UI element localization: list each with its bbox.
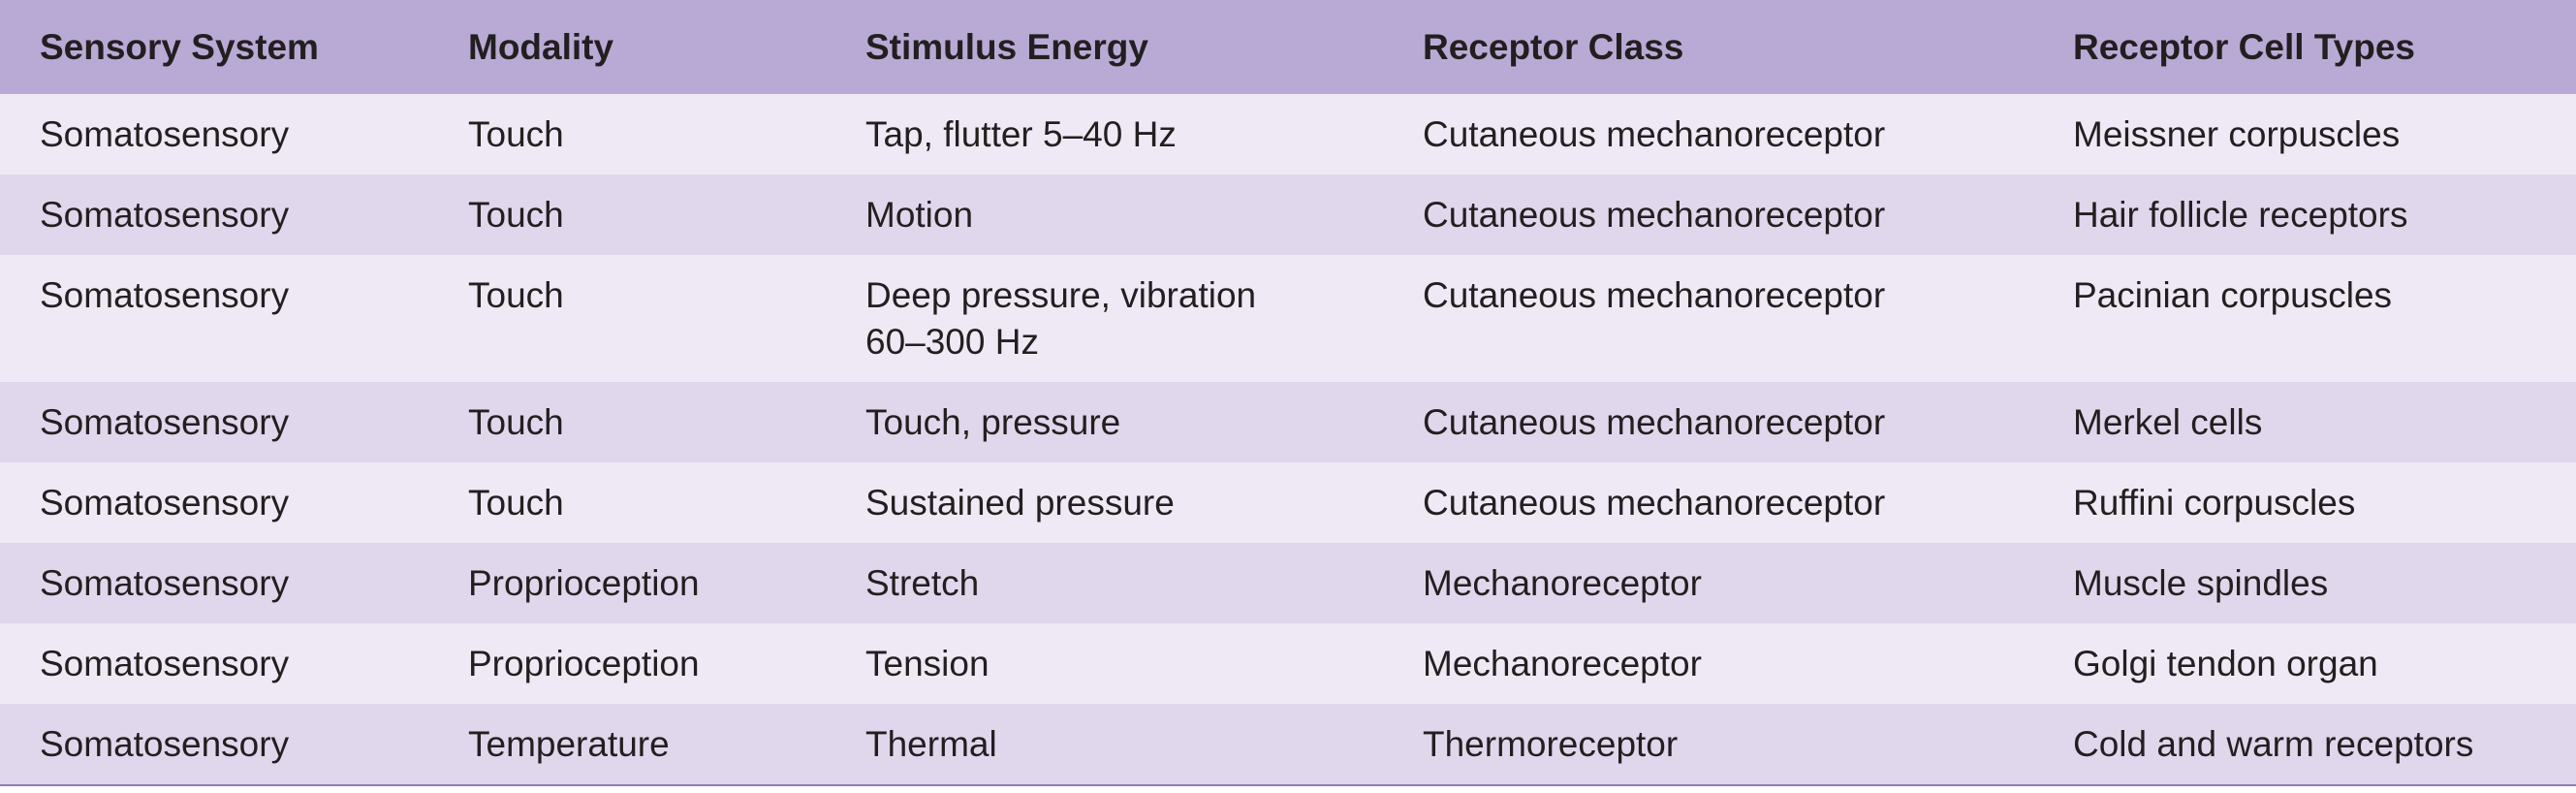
table-cell: Somatosensory xyxy=(0,462,428,543)
column-header: Modality xyxy=(428,0,826,94)
table-cell: Muscle spindles xyxy=(2033,543,2576,623)
table-cell: Ruffini corpuscles xyxy=(2033,462,2576,543)
table-cell: Somatosensory xyxy=(0,543,428,623)
table-cell: Deep pressure, vibration 60–300 Hz xyxy=(826,255,1383,382)
column-header: Stimulus Energy xyxy=(826,0,1383,94)
table-cell: Mechanoreceptor xyxy=(1383,623,2033,704)
table-row: Somatosensory Temperature Thermal Thermorec… xyxy=(0,704,2576,785)
table-cell: Touch xyxy=(428,174,826,255)
table-cell: Cutaneous mechanoreceptor xyxy=(1383,174,2033,255)
table-cell: Hair follicle receptors xyxy=(2033,174,2576,255)
table-cell: Touch xyxy=(428,382,826,462)
table-cell: Cold and warm receptors xyxy=(2033,704,2576,785)
table-cell: Thermal xyxy=(826,704,1383,785)
table-row: Somatosensory Proprioception Tension Mechan… xyxy=(0,623,2576,704)
column-header: Receptor Class xyxy=(1383,0,2033,94)
table-cell: Touch xyxy=(428,255,826,382)
table-cell: Mechanoreceptor xyxy=(1383,543,2033,623)
table-cell: Touch, pressure xyxy=(826,382,1383,462)
table-body: Somatosensory Touch Tap, flutter 5–40 Hz Cu… xyxy=(0,94,2576,785)
table-row: Somatosensory Touch Tap, flutter 5–40 Hz Cu… xyxy=(0,94,2576,174)
column-header: Receptor Cell Types xyxy=(2033,0,2576,94)
table-cell: Somatosensory xyxy=(0,174,428,255)
table-cell: Somatosensory xyxy=(0,94,428,174)
table-cell: Tension xyxy=(826,623,1383,704)
table-cell: Temperature xyxy=(428,704,826,785)
table-cell: Pacinian corpuscles xyxy=(2033,255,2576,382)
table-row: Somatosensory Touch Motion Cutaneous mechan… xyxy=(0,174,2576,255)
table-cell: Cutaneous mechanoreceptor xyxy=(1383,462,2033,543)
table-row: Somatosensory Proprioception Stretch Mechan… xyxy=(0,543,2576,623)
table-cell: Sustained pressure xyxy=(826,462,1383,543)
table-row: Somatosensory Touch Sustained pressure Cuta… xyxy=(0,462,2576,543)
table-cell: Somatosensory xyxy=(0,382,428,462)
table-cell: Proprioception xyxy=(428,543,826,623)
column-header: Sensory System xyxy=(0,0,428,94)
table-cell: Touch xyxy=(428,94,826,174)
header-row: Sensory System Modality Stimulus Energy Rec… xyxy=(0,0,2576,94)
table-cell: Motion xyxy=(826,174,1383,255)
table-cell: Somatosensory xyxy=(0,704,428,785)
table-cell: Stretch xyxy=(826,543,1383,623)
table-cell: Thermoreceptor xyxy=(1383,704,2033,785)
table-cell: Golgi tendon organ xyxy=(2033,623,2576,704)
table-cell: Meissner corpuscles xyxy=(2033,94,2576,174)
table-cell: Touch xyxy=(428,462,826,543)
table-cell: Cutaneous mechanoreceptor xyxy=(1383,255,2033,382)
table-row: Somatosensory Touch Touch, pressure Cutaneo… xyxy=(0,382,2576,462)
table-cell: Proprioception xyxy=(428,623,826,704)
table-cell: Cutaneous mechanoreceptor xyxy=(1383,94,2033,174)
table-cell: Somatosensory xyxy=(0,255,428,382)
table-row: Somatosensory Touch Deep pressure, vibrati… xyxy=(0,255,2576,382)
table-cell: Cutaneous mechanoreceptor xyxy=(1383,382,2033,462)
table-cell: Merkel cells xyxy=(2033,382,2576,462)
table-cell: Somatosensory xyxy=(0,623,428,704)
table-cell: Tap, flutter 5–40 Hz xyxy=(826,94,1383,174)
